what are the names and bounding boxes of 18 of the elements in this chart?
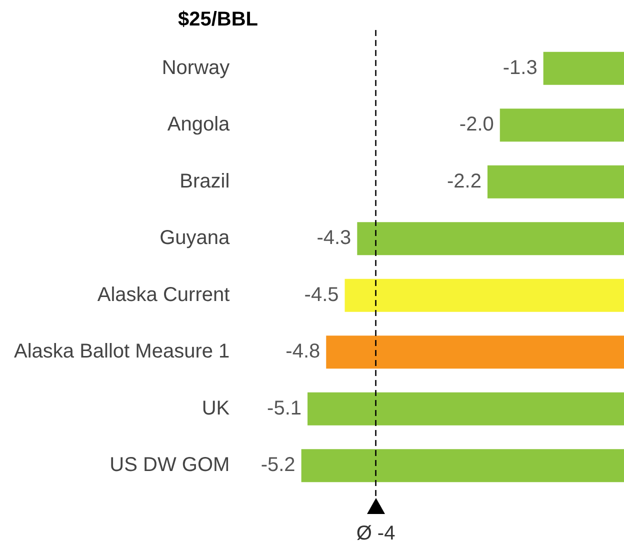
data-label: -2.2 [447, 170, 482, 192]
y-tick-label: Guyana [160, 227, 231, 250]
y-tick-label: Brazil [180, 170, 230, 192]
chart-title: $25/BBL [178, 8, 258, 31]
data-label: -5.1 [267, 397, 302, 420]
y-tick-label: Norway [162, 56, 230, 79]
data-label: -2.0 [459, 114, 494, 136]
data-label: -5.2 [260, 454, 296, 476]
y-tick-label: Angola [167, 114, 231, 136]
ref-line-label: Ø -4 [356, 522, 396, 545]
data-label: -4.8 [286, 340, 320, 363]
data-label: -4.5 [304, 284, 339, 306]
y-tick-label: US DW GOM [110, 454, 230, 476]
y-tick-label: Alaska Current [97, 284, 230, 306]
data-label: -1.3 [502, 56, 538, 79]
y-tick-label: Alaska Ballot Measure 1 [14, 340, 230, 363]
data-label: -4.3 [316, 227, 352, 250]
y-tick-label: UK [202, 397, 230, 420]
